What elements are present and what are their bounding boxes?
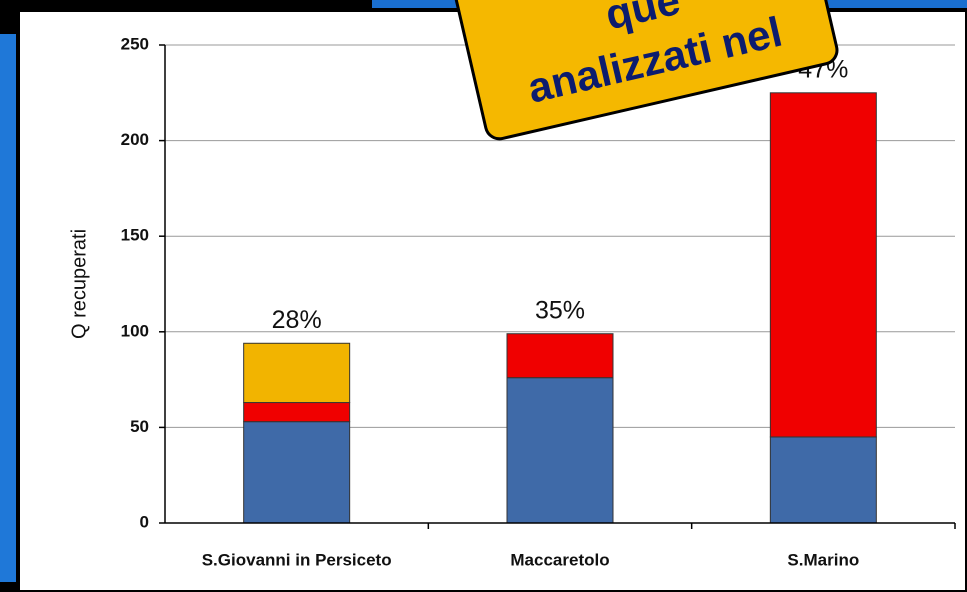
- bar-label: 35%: [535, 296, 585, 324]
- callout-box: [453, 0, 839, 141]
- bar-segment: [506, 333, 614, 379]
- plot: 0 50 100 150 200 250 28% S.Giovanni in Persicet…: [121, 34, 956, 569]
- y-tick-label: 200: [121, 130, 149, 149]
- bar-segment: [243, 402, 351, 423]
- y-axis-label: Q recuperati: [68, 229, 90, 339]
- y-tick-label: 250: [121, 34, 149, 53]
- x-tick-label: S.Marino: [787, 550, 859, 569]
- bar-label: 28%: [272, 306, 322, 334]
- bar-segment: [769, 436, 877, 524]
- bar-segment: [506, 377, 614, 524]
- y-tick-label: 150: [121, 226, 149, 245]
- y-tick-label: 50: [130, 417, 149, 436]
- x-tick-label: S.Giovanni in Persiceto: [202, 550, 392, 569]
- callout: que analizzati nel: [453, 0, 839, 141]
- bar-segment: [243, 342, 351, 404]
- y-tick-label: 0: [140, 512, 149, 531]
- bar-segment: [769, 92, 877, 438]
- x-tick-label: Maccaretolo: [510, 550, 609, 569]
- bar-segment: [243, 421, 351, 524]
- y-tick-label: 100: [121, 321, 149, 340]
